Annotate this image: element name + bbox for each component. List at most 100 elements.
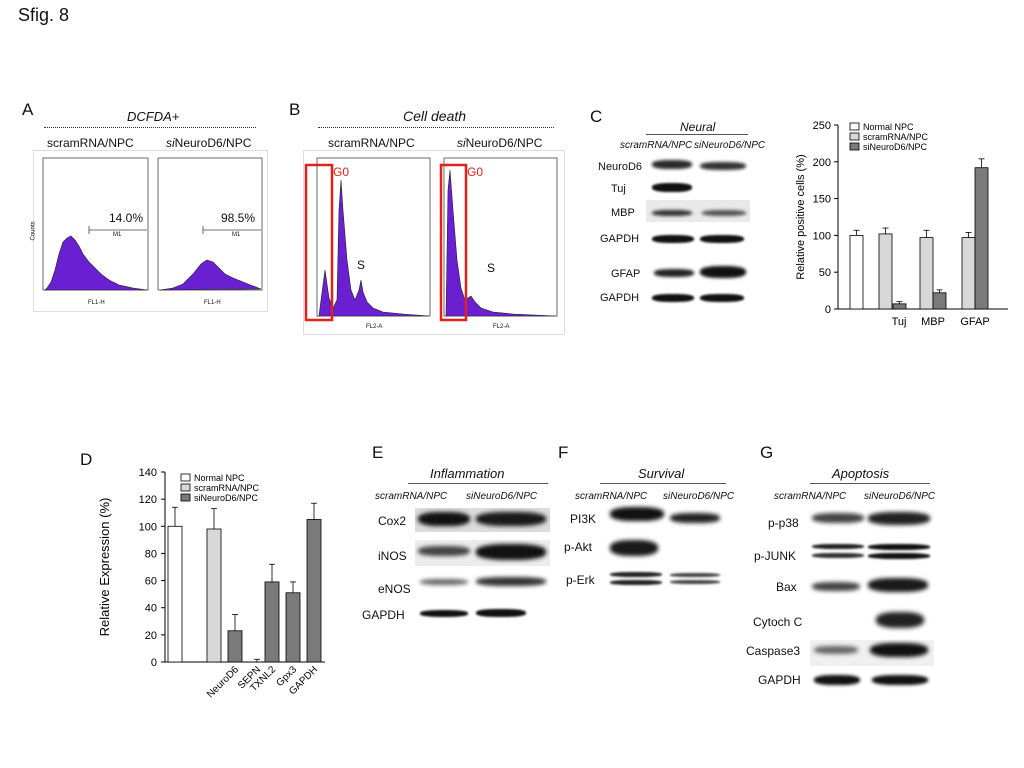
blot-caspase3-2 bbox=[870, 643, 928, 657]
panel-a-histogram-2 bbox=[159, 259, 262, 291]
panel-b-frame bbox=[303, 150, 565, 335]
panel-f-row-pi3k: PI3K bbox=[570, 512, 597, 526]
panel-g-row-bax: Bax bbox=[776, 580, 797, 594]
panel-b-letter: B bbox=[289, 100, 301, 119]
panel-e-row-gapdh: GAPDH bbox=[362, 608, 405, 622]
figure-title: Sfig. 8 bbox=[18, 5, 70, 25]
blot-caspase3-1 bbox=[814, 646, 858, 654]
blot-gapdh-2b bbox=[700, 294, 744, 302]
blot-cox2-2 bbox=[476, 512, 546, 526]
panel-a-header: DCFDA+ bbox=[127, 109, 180, 124]
panel-c-col2: siNeuroD6/NPC bbox=[694, 140, 766, 151]
chart-c-ytick-label: 0 bbox=[825, 304, 831, 316]
blot-neurod6-2 bbox=[700, 162, 746, 170]
chart-c-bar bbox=[892, 303, 907, 310]
chart-d-ytick-label: 120 bbox=[139, 494, 157, 506]
panel-g-header-rule bbox=[810, 483, 930, 484]
chart-d-xtick-label: NeuroD6 bbox=[205, 664, 241, 700]
panel-f-letter: F bbox=[558, 443, 569, 462]
chart-c-bar bbox=[961, 237, 976, 310]
blot-pakt-1 bbox=[610, 540, 658, 556]
panel-b-sample1: scramRNA/NPC bbox=[328, 136, 415, 150]
blot-tuj-1 bbox=[652, 183, 692, 192]
panel-b-g0-label2: G0 bbox=[467, 165, 484, 179]
chart-d-legend-swatch bbox=[180, 483, 191, 492]
blot-gapdh-e-2 bbox=[476, 609, 526, 617]
chart-c-ytick-label: 200 bbox=[813, 157, 831, 169]
chart-c-bar bbox=[974, 167, 989, 310]
chart-c-legend-swatch bbox=[849, 122, 860, 131]
panel-e-row-inos: iNOS bbox=[378, 549, 407, 563]
panel-b-g0-gate-2 bbox=[439, 163, 468, 322]
panel-f-header: Survival bbox=[638, 466, 685, 481]
panel-g-col2: siNeuroD6/NPC bbox=[864, 491, 936, 502]
panel-a-sample2: siNeuroD6/NPC bbox=[166, 136, 252, 150]
panel-e-row-enos: eNOS bbox=[378, 582, 411, 596]
panel-a-gate2: M1 bbox=[232, 232, 241, 238]
blot-bax-2 bbox=[868, 578, 928, 592]
panel-a-ylabel: Counts bbox=[30, 221, 37, 241]
panel-a-header-rule bbox=[44, 127, 256, 128]
blot-gapdh-e-1 bbox=[420, 610, 468, 617]
panel-b-s-label2: S bbox=[487, 261, 496, 275]
panel-b-xlabel1: FL2-A bbox=[366, 324, 383, 330]
chart-d-bar bbox=[306, 519, 322, 663]
blot-mbp-2 bbox=[702, 210, 746, 216]
blot-perk-2a bbox=[670, 573, 720, 577]
panel-g-row-pjunk: p-JUNK bbox=[754, 549, 797, 563]
blot-perk-1b bbox=[610, 580, 662, 585]
panel-a-frame bbox=[33, 150, 268, 312]
panel-a-xlabel1: FL1-H bbox=[88, 300, 105, 306]
chart-c-bar bbox=[932, 292, 947, 310]
panel-a-xlabel2: FL1-H bbox=[204, 300, 221, 306]
panel-c-row-tuj: Tuj bbox=[611, 183, 626, 195]
chart-c-ytick-label: 250 bbox=[813, 120, 831, 132]
panel-c-row-neurod6: NeuroD6 bbox=[598, 161, 643, 173]
panel-e-letter: E bbox=[372, 443, 384, 462]
blot-pp38-2 bbox=[868, 512, 930, 525]
chart-c-ytick-label: 100 bbox=[813, 230, 831, 242]
panel-a-pct2: 98.5% bbox=[221, 211, 256, 225]
chart-c-bar bbox=[919, 237, 934, 310]
chart-c-legend-label: siNeuroD6/NPC bbox=[863, 142, 928, 152]
panel-b-s-label1: S bbox=[357, 258, 366, 272]
panel-c-header: Neural bbox=[680, 120, 716, 134]
panel-e-row-cox2: Cox2 bbox=[378, 514, 407, 528]
blot-pi3k-2 bbox=[670, 513, 720, 523]
panel-d-letter: D bbox=[80, 450, 93, 469]
blot-enos-2 bbox=[476, 577, 546, 586]
panel-c-row-mbp: MBP bbox=[611, 207, 635, 219]
panel-f-row-perk: p-Erk bbox=[566, 573, 595, 587]
blot-gapdh-g-2 bbox=[872, 675, 928, 685]
panel-a-histogram-1 bbox=[44, 235, 148, 291]
panel-a-pct1: 14.0% bbox=[109, 211, 144, 225]
panel-b-histogram-1 bbox=[318, 179, 430, 317]
panel-g-row-pp38: p-p38 bbox=[768, 516, 799, 530]
blot-neurod6-1 bbox=[652, 160, 692, 169]
panel-e-header-rule bbox=[408, 483, 548, 484]
panel-a-sample1: scramRNA/NPC bbox=[47, 136, 134, 150]
blot-perk-1a bbox=[610, 572, 662, 577]
blot-inos-1 bbox=[418, 546, 470, 556]
panel-e-header: Inflammation bbox=[430, 466, 505, 481]
chart-d-bar bbox=[285, 592, 301, 663]
chart-d-bar bbox=[227, 630, 243, 663]
panel-g-row-caspase3: Caspase3 bbox=[746, 644, 801, 658]
chart-c-legend-label: scramRNA/NPC bbox=[863, 132, 929, 142]
panel-a-letter: A bbox=[22, 100, 34, 119]
panel-g-row-cytoc: Cytoch C bbox=[753, 615, 803, 629]
chart-d-bar bbox=[167, 525, 183, 663]
blot-cytoc-2 bbox=[876, 612, 924, 628]
blot-perk-2b bbox=[670, 580, 720, 584]
panel-b-header-rule bbox=[318, 127, 554, 128]
chart-d-ytick-label: 0 bbox=[151, 657, 157, 669]
chart-d-ylabel: Relative Expression (%) bbox=[97, 498, 112, 637]
chart-c-legend-swatch bbox=[849, 132, 860, 141]
panel-b-histogram-2 bbox=[445, 169, 557, 317]
blot-gapdh-1a bbox=[652, 235, 694, 243]
blot-bax-1 bbox=[812, 582, 860, 591]
panel-d-bar-chart: 0 20 40 60 80 100 120 140 Relative Expression (%… bbox=[97, 467, 325, 700]
chart-d-ytick-label: 20 bbox=[145, 630, 157, 642]
panel-c-row-gapdh-2: GAPDH bbox=[600, 292, 640, 304]
chart-d-legend-swatch bbox=[180, 493, 191, 502]
